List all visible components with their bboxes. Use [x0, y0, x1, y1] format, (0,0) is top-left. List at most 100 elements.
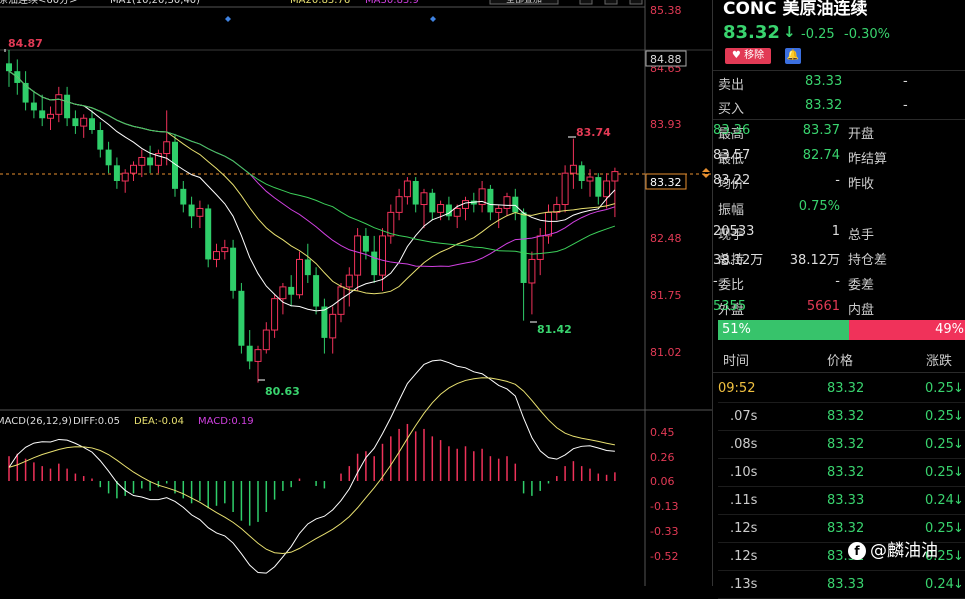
candle-body: [321, 306, 328, 338]
trade-row[interactable]: .12s 83.32 0.25 ↓: [713, 515, 965, 543]
down-arrow-icon: ↓: [953, 381, 964, 396]
stat-value: 83.37: [802, 123, 840, 138]
bell-icon: 🔔: [786, 50, 800, 61]
trade-time: .08s: [730, 437, 758, 452]
candle-body: [279, 286, 287, 300]
price-axis-label: 82.48: [650, 232, 682, 245]
candle-body: [97, 130, 104, 150]
candle-body: [528, 258, 536, 284]
candle-body: [205, 208, 212, 260]
stat-value: 0.75%: [798, 198, 840, 214]
stat-label: 均价: [718, 177, 745, 193]
window-control-icon[interactable]: [629, 0, 643, 5]
candle-body: [553, 204, 561, 213]
candle-body: [22, 82, 29, 103]
divider: [718, 458, 965, 459]
trade-price: 83.33: [827, 577, 865, 592]
down-arrow-icon: [702, 174, 710, 178]
stat-value: 38.12万: [713, 253, 764, 268]
trade-price: 83.33: [827, 493, 865, 508]
stat-label: 总手: [848, 227, 875, 243]
candle-body: [196, 207, 204, 217]
stat-value: 83.57: [713, 148, 751, 164]
chart-area[interactable]: 原油连续<60分> MA1(10,20,30,40) MA20:83.76 MA30:…: [0, 0, 712, 586]
sell-ratio-bar: 49%: [849, 320, 965, 340]
macd-legend: MACD(26,12,9): [0, 416, 72, 427]
candle-body: [403, 180, 411, 198]
trade-time: .10s: [730, 465, 758, 480]
macd-axis-label: 0.26: [650, 451, 675, 464]
divider: [718, 402, 965, 403]
down-arrow-icon: ↓: [783, 23, 796, 41]
stat-value: 5661: [806, 299, 840, 315]
divider: [713, 372, 965, 373]
stat-value: -: [835, 173, 840, 189]
ask-volume: -: [903, 74, 908, 89]
candle-body: [478, 188, 486, 206]
candle-body: [271, 298, 279, 331]
trade-change: 0.25: [925, 409, 954, 424]
trade-row[interactable]: 09:52 83.32 0.25 ↓: [713, 375, 965, 403]
trade-time: .11s: [730, 493, 758, 508]
candle-body: [6, 63, 12, 72]
stat-value: -: [713, 274, 718, 290]
stat-label: 最高: [718, 127, 745, 142]
current-price-label: 83.32: [650, 176, 682, 189]
candle-body: [462, 200, 469, 209]
candle-body: [238, 290, 245, 346]
chart-legend-instrument: 原油连续<60分>: [0, 0, 77, 6]
trades-header-time: 时间: [723, 354, 750, 369]
candle-body: [387, 211, 395, 237]
trade-time: .07s: [730, 409, 758, 424]
remove-watchlist-button[interactable]: ♥ 移除: [725, 48, 771, 64]
overlay-toolbar-button[interactable]: [489, 0, 559, 5]
trade-change: 0.25: [925, 437, 954, 452]
stat-label: 持仓差: [848, 253, 888, 268]
stats-row: 振幅 0.75%: [713, 195, 965, 220]
candle-body: [520, 212, 527, 283]
candle-body: [262, 329, 270, 351]
trade-change: 0.25: [925, 549, 954, 564]
trade-time: .12s: [730, 549, 758, 564]
stat-value: 5355: [713, 299, 747, 315]
chart-legend-ma: MA1(10,20,30,40): [110, 0, 200, 6]
trade-change: 0.24: [925, 577, 954, 592]
trade-price: 83.32: [827, 381, 865, 396]
stat-label: 委比: [718, 278, 745, 294]
trade-time: .12s: [730, 521, 758, 536]
trade-price: 83.32: [827, 465, 865, 480]
candlestick-chart[interactable]: 原油连续<60分> MA1(10,20,30,40) MA20:83.76 MA30:…: [0, 0, 712, 586]
candle-body: [138, 156, 146, 166]
quote-panel: CONC 美原油连续 83.32 ↓ -0.25 -0.30% ♥ 移除 🔔 卖…: [712, 0, 965, 599]
trade-row[interactable]: .08s 83.32 0.25 ↓: [713, 431, 965, 459]
stat-label: 最低: [718, 152, 745, 168]
window-control-icon[interactable]: [579, 0, 593, 5]
divider: [718, 486, 965, 487]
candle-body: [304, 259, 311, 276]
down-arrow-icon: ↓: [953, 409, 964, 424]
candle-body: [545, 211, 552, 237]
trade-row[interactable]: .13s 83.33 0.24 ↓: [713, 571, 965, 599]
macd-diff-legend: DIFF:0.05: [73, 416, 120, 427]
trade-row[interactable]: .11s 83.33 0.24 ↓: [713, 487, 965, 515]
divider: [713, 70, 965, 71]
stat-value: 20533: [713, 223, 755, 239]
down-arrow-icon: ↓: [953, 493, 964, 508]
candle-body: [55, 94, 63, 115]
window-control-icon[interactable]: [604, 0, 618, 5]
macd-axis-label: 0.06: [650, 475, 675, 488]
instrument-title: CONC 美原油连续: [723, 0, 868, 19]
candle-body: [453, 207, 461, 217]
candle-body: [113, 165, 120, 181]
alert-bell-button[interactable]: 🔔: [785, 48, 801, 64]
stats-row: 均价 - 昨收 83.22: [713, 169, 965, 194]
trade-row[interactable]: .07s 83.32 0.25 ↓: [713, 403, 965, 431]
trade-row[interactable]: .12s 83.32 0.25 ↓: [713, 543, 965, 571]
ask-row: 卖出 83.33 -: [713, 70, 965, 95]
prev-high-box: [645, 50, 687, 67]
trade-row[interactable]: .10s 83.32 0.25 ↓: [713, 459, 965, 487]
bid-row: 买入 83.32 -: [713, 94, 965, 119]
watermark-logo-icon: f: [848, 542, 866, 560]
chart-legend-ma20: MA20:83.76: [290, 0, 350, 6]
candle-body: [437, 204, 445, 213]
